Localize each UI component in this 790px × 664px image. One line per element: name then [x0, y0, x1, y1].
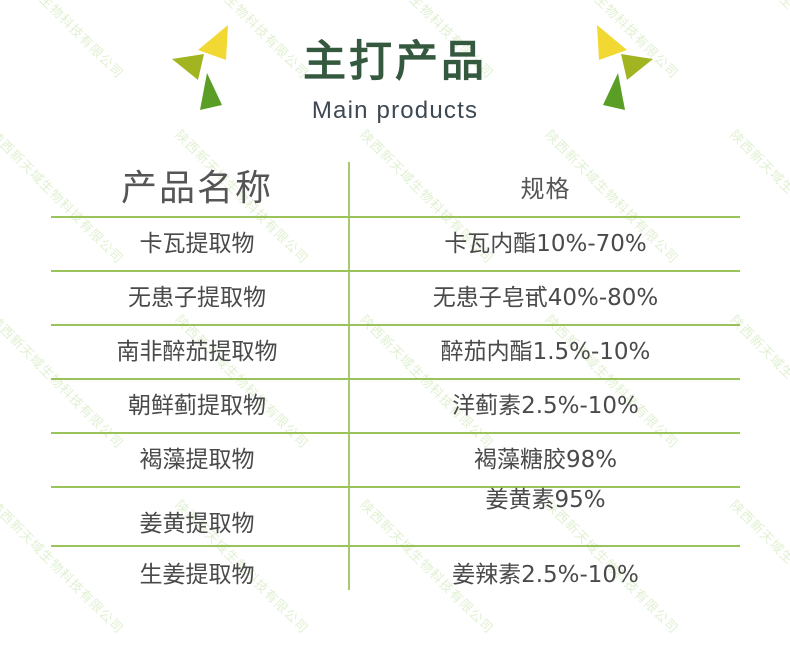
row-divider	[51, 324, 740, 326]
table-row: 生姜提取物 姜辣素2.5%-10%	[51, 549, 740, 601]
cell-specification: 褐藻糖胶98%	[473, 447, 618, 473]
cell-specification: 无患子皂甙40%-80%	[432, 285, 659, 311]
table-row: 卡瓦提取物 卡瓦内酯10%-70%	[51, 218, 740, 270]
cell-product-name: 朝鲜蓟提取物	[128, 393, 266, 419]
triangle-cluster-right-icon	[555, 18, 665, 128]
cell-specification: 醉茄内酯1.5%-10%	[440, 339, 651, 365]
column-header-specification: 规格	[520, 175, 571, 203]
column-header-product-name: 产品名称	[120, 168, 273, 209]
deco-triangle-yellow	[198, 25, 228, 60]
row-divider	[51, 545, 740, 547]
table-row: 褐藻提取物 褐藻糖胶98%	[51, 434, 740, 486]
table-row: 南非醉茄提取物 醉茄内酯1.5%-10%	[51, 326, 740, 378]
cell-product-name: 卡瓦提取物	[139, 231, 255, 257]
deco-triangle-olive	[621, 54, 653, 80]
page-header: 主打产品 Main products	[0, 0, 790, 145]
row-divider	[51, 432, 740, 434]
row-divider	[51, 270, 740, 272]
row-divider	[51, 378, 740, 380]
table-row: 朝鲜蓟提取物 洋蓟素2.5%-10%	[51, 380, 740, 432]
triangle-cluster-left-svg	[172, 25, 228, 110]
row-divider	[51, 216, 740, 218]
deco-triangle-green	[603, 73, 625, 110]
table-row: 姜黄提取物 姜黄素95%	[51, 487, 740, 540]
cell-product-name: 褐藻提取物	[139, 447, 255, 473]
cell-product-name: 生姜提取物	[139, 562, 255, 588]
triangle-cluster-right-svg	[597, 25, 653, 110]
row-divider	[51, 486, 740, 488]
table-header-row: 产品名称 规格	[51, 162, 740, 216]
cell-product-name: 姜黄提取物	[139, 511, 255, 537]
cell-product-name: 南非醉茄提取物	[116, 339, 278, 365]
column-divider	[348, 162, 350, 590]
triangle-cluster-left-icon	[160, 18, 270, 128]
page-title: 主打产品	[303, 37, 487, 87]
cell-specification: 卡瓦内酯10%-70%	[444, 231, 647, 257]
cell-product-name: 无患子提取物	[128, 285, 266, 311]
deco-triangle-green	[200, 73, 222, 110]
page-subtitle: Main products	[311, 97, 479, 124]
table-row: 无患子提取物 无患子皂甙40%-80%	[51, 272, 740, 324]
cell-specification: 姜黄素95%	[485, 487, 606, 513]
deco-triangle-yellow	[597, 25, 627, 60]
deco-triangle-olive	[172, 54, 204, 80]
cell-specification: 洋蓟素2.5%-10%	[452, 393, 639, 419]
cell-specification: 姜辣素2.5%-10%	[452, 562, 639, 588]
